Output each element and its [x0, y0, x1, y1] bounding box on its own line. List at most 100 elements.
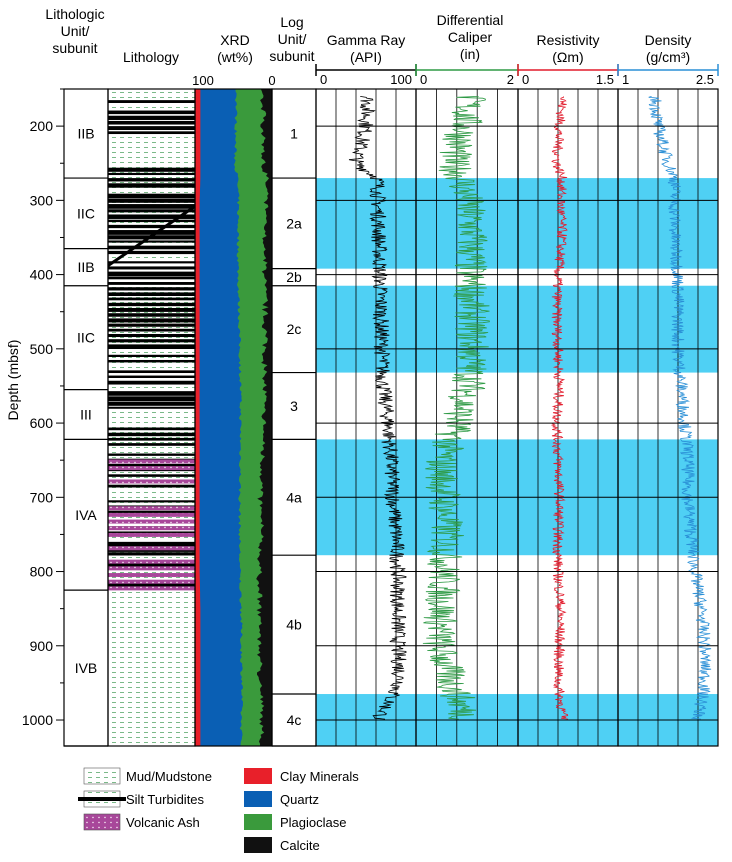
log-unit-label: 4b — [286, 617, 302, 633]
silt-turbidite-bed — [108, 370, 195, 374]
silt-turbidite-bed — [108, 261, 195, 264]
silt-turbidite-bed — [108, 287, 195, 291]
lith-unit-label: IIB — [77, 126, 94, 142]
silt-turbidite-bed — [108, 552, 195, 556]
depth-tick-label: 900 — [30, 638, 54, 654]
resistivity-header-2: (Ωm) — [552, 49, 584, 65]
legend-label-mineral: Plagioclase — [280, 815, 347, 830]
gamma-scale-min: 0 — [320, 72, 327, 87]
xrd-header-2: (wt%) — [217, 49, 253, 65]
silt-turbidite-bed — [108, 100, 195, 104]
log-unit-label: 1 — [290, 126, 298, 142]
caliper-header-3: (in) — [459, 46, 481, 62]
lithology-mud-fill — [108, 89, 195, 746]
legend-silt-bar — [78, 797, 126, 801]
lithology-header: Lithology — [122, 49, 180, 65]
legend-swatch-mineral — [244, 837, 272, 853]
silt-turbidite-bed — [108, 219, 195, 223]
silt-turbidite-bed — [108, 359, 195, 363]
log-unit-label: 3 — [290, 398, 298, 414]
log-unit-label: 4a — [286, 489, 302, 505]
silt-turbidite-bed — [108, 391, 195, 396]
legend-label-mineral: Clay Minerals — [280, 769, 359, 784]
lith-unit-label: IVA — [75, 507, 97, 523]
silt-turbidite-bed — [108, 453, 195, 456]
volcanic-ash-bed — [108, 466, 195, 471]
depth-interval-band — [316, 178, 718, 269]
volcanic-ash-bed — [108, 512, 195, 517]
silt-turbidite-bed — [108, 328, 195, 332]
volcanic-ash-bed — [108, 566, 195, 571]
silt-turbidite-bed — [108, 250, 195, 255]
caliper-scale-min: 0 — [420, 72, 427, 87]
log-unit-header-3: subunit — [269, 48, 315, 64]
silt-turbidite-bed — [108, 500, 195, 503]
lith-unit-label: IIB — [77, 259, 94, 275]
resistivity-scale-min: 0 — [522, 72, 529, 87]
silt-turbidite-bed — [108, 313, 195, 317]
legend-label-ash: Volcanic Ash — [126, 815, 200, 830]
lith-unit-header-2: Unit/ — [60, 23, 90, 39]
caliper-header-2: Caliper — [447, 29, 493, 45]
legend-swatch-mineral — [244, 791, 272, 807]
track-frame — [271, 88, 317, 747]
silt-turbidite-bed — [108, 276, 195, 280]
density-header-2: (g/cm³) — [645, 49, 691, 65]
silt-turbidite-bed — [108, 427, 195, 431]
silt-turbidite-bed — [108, 172, 195, 176]
silt-turbidite-bed — [108, 484, 195, 488]
gamma-scale-max: 100 — [390, 72, 412, 87]
log-unit-label: 2b — [286, 269, 302, 285]
silt-turbidite-bed — [108, 245, 195, 250]
log-unit-label: 2c — [287, 321, 302, 337]
caliper-header-1: Differential — [436, 12, 504, 28]
depth-tick-label: 400 — [30, 267, 54, 283]
density-scale-min: 1 — [622, 72, 629, 87]
silt-turbidite-bed — [108, 562, 195, 568]
volcanic-ash-bed — [108, 579, 195, 584]
legend-swatch-mineral — [244, 768, 272, 784]
log-unit-label: 2a — [286, 215, 302, 231]
silt-turbidite-bed — [108, 510, 195, 515]
silt-turbidite-bed — [108, 183, 195, 188]
lith-unit-label: IVB — [75, 660, 98, 676]
depth-axis-label: Depth (mbsf) — [5, 340, 21, 421]
silt-turbidite-bed — [108, 583, 195, 588]
depth-tick-label: 700 — [30, 489, 54, 505]
silt-turbidite-bed — [108, 131, 195, 135]
xrd-clay-area — [195, 89, 201, 746]
depth-tick-label: 200 — [30, 118, 54, 134]
silt-turbidite-bed — [108, 354, 195, 358]
legend-label-mineral: Quartz — [280, 792, 319, 807]
silt-turbidite-bed — [108, 167, 195, 172]
silt-turbidite-bed — [108, 204, 195, 209]
legend-swatch-ash — [83, 813, 121, 831]
silt-turbidite-bed — [108, 406, 195, 409]
density-scale-max: 2.5 — [696, 72, 714, 87]
silt-turbidite-bed — [108, 375, 195, 378]
depth-tick-label: 500 — [30, 341, 54, 357]
silt-turbidite-bed — [108, 224, 195, 229]
lith-unit-label: IIC — [77, 205, 95, 221]
volcanic-ash-bed — [108, 479, 195, 484]
volcanic-ash-bed — [108, 526, 195, 531]
silt-turbidite-bed — [108, 333, 195, 338]
silt-turbidite-bed — [108, 344, 195, 350]
legend-label-mineral: Calcite — [280, 838, 320, 853]
silt-turbidite-bed — [108, 214, 195, 219]
depth-tick-label: 600 — [30, 415, 54, 431]
gamma-header-1: Gamma Ray — [326, 32, 406, 48]
silt-turbidite-bed — [108, 380, 195, 385]
fault-line — [108, 205, 195, 267]
legend-label-silt: Silt Turbidites — [126, 792, 205, 807]
silt-turbidite-bed — [108, 396, 195, 401]
volcanic-ash-bed — [108, 519, 195, 524]
xrd-header-1: XRD — [220, 32, 250, 48]
track-frame — [617, 88, 719, 747]
silt-turbidite-bed — [108, 240, 195, 243]
silt-turbidite-bed — [108, 541, 195, 547]
lith-unit-label: IIC — [77, 330, 95, 346]
volcanic-ash-bed — [108, 586, 195, 591]
gamma-header-2: (API) — [350, 49, 382, 65]
silt-turbidite-bed — [108, 271, 195, 277]
